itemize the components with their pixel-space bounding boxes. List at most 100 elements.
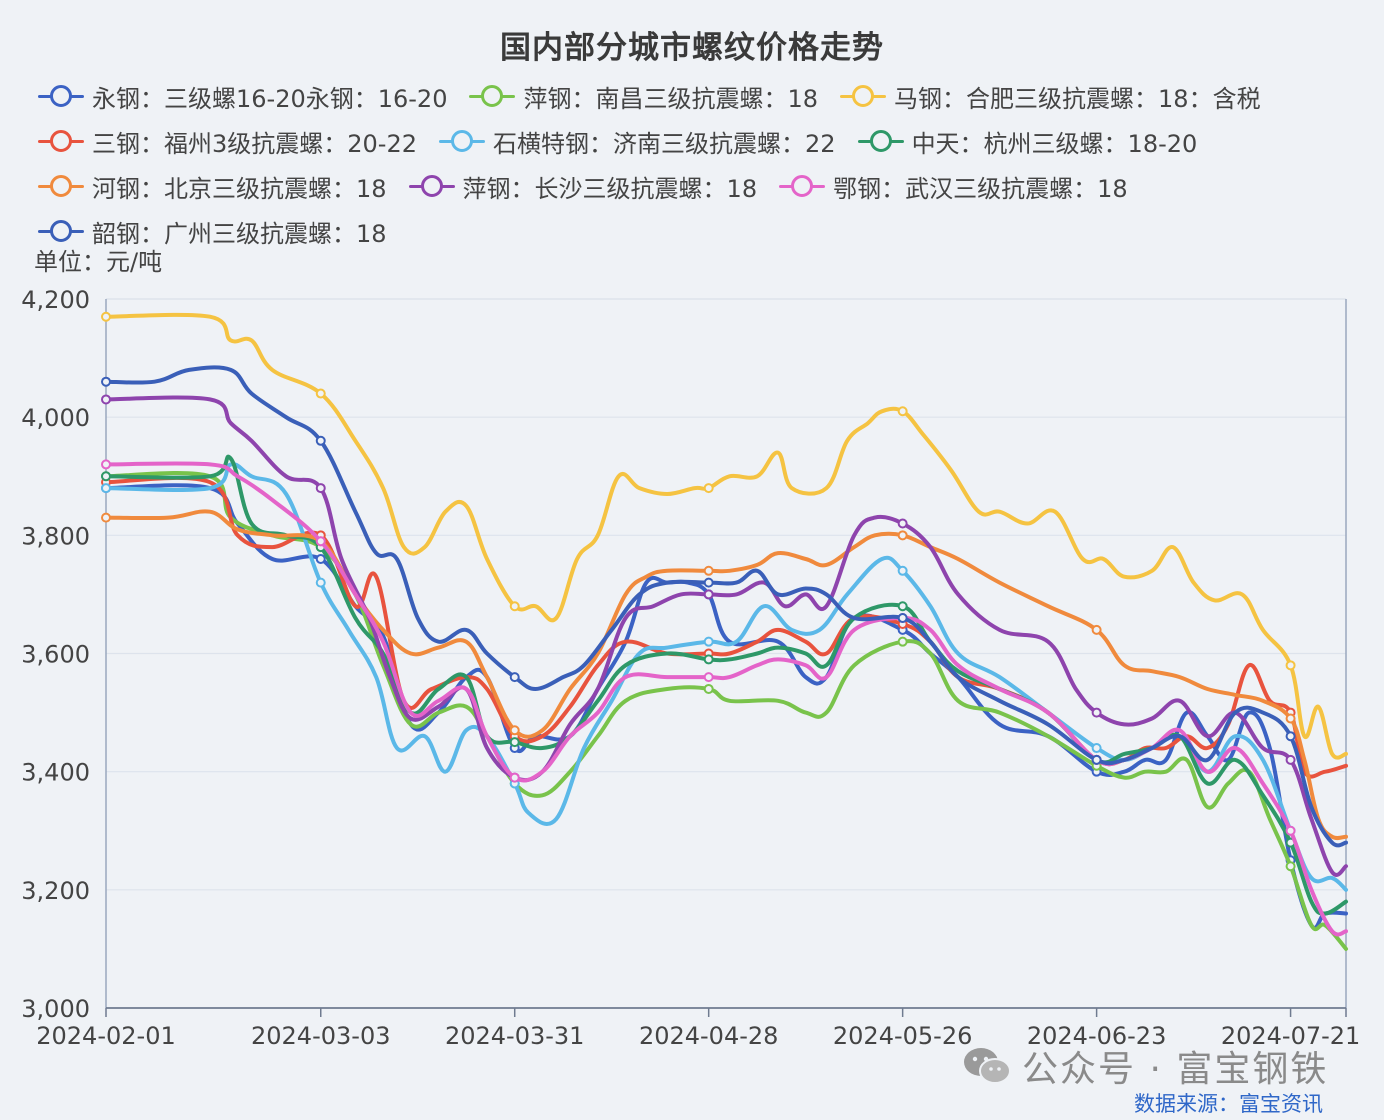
data-point[interactable] bbox=[897, 406, 908, 417]
legend-label: 萍钢：长沙三级抗震螺：18 bbox=[462, 174, 758, 203]
data-point[interactable] bbox=[1285, 754, 1296, 765]
data-point[interactable] bbox=[315, 388, 326, 399]
x-tick-label: 2024-02-01 bbox=[36, 1022, 175, 1050]
legend-swatch bbox=[38, 128, 84, 154]
data-point[interactable] bbox=[315, 536, 326, 547]
data-point[interactable] bbox=[315, 435, 326, 446]
legend-item[interactable]: 萍钢：长沙三级抗震螺：18 bbox=[408, 169, 758, 204]
data-point[interactable] bbox=[509, 601, 520, 612]
data-point[interactable] bbox=[703, 577, 714, 588]
data-point[interactable] bbox=[897, 613, 908, 624]
data-point[interactable] bbox=[703, 683, 714, 694]
data-point[interactable] bbox=[101, 512, 111, 523]
legend-item[interactable]: 河钢：北京三级抗震螺：18 bbox=[38, 169, 387, 204]
legend-item[interactable]: 韶钢：广州三级抗震螺：18 bbox=[38, 214, 387, 249]
legend-label: 韶钢：广州三级抗震螺：18 bbox=[92, 219, 387, 248]
legend-row: 永钢：三级螺16-20永钢：16-20 萍钢：南昌三级抗震螺：18 马钢：合肥三… bbox=[38, 76, 1283, 116]
legend-item[interactable]: 三钢：福州3级抗震螺：20-22 bbox=[38, 124, 417, 159]
data-point[interactable] bbox=[1091, 707, 1102, 718]
data-point[interactable] bbox=[703, 565, 714, 576]
legend-swatch bbox=[38, 173, 84, 199]
y-tick-label: 4,000 bbox=[21, 404, 90, 432]
source-note: 数据来源：富宝资讯 bbox=[1134, 1092, 1323, 1116]
legend-label: 鄂钢：武汉三级抗震螺：18 bbox=[833, 174, 1128, 203]
legend-item[interactable]: 马钢：合肥三级抗震螺：18：含税 bbox=[840, 79, 1261, 114]
watermark-text: 公众号 · 富宝钢铁 bbox=[1022, 1049, 1329, 1090]
y-axis: 3,000 3,200 3,400 3,600 3,800 4,000 4,200 bbox=[21, 286, 1347, 1023]
data-point[interactable] bbox=[1285, 825, 1296, 836]
y-tick-label: 3,400 bbox=[21, 759, 90, 787]
data-point[interactable] bbox=[509, 725, 520, 736]
data-point[interactable] bbox=[101, 376, 111, 387]
data-point[interactable] bbox=[897, 518, 908, 529]
data-point[interactable] bbox=[1285, 713, 1296, 724]
legend-swatch bbox=[469, 83, 516, 109]
x-tick-label: 2024-05-26 bbox=[833, 1022, 972, 1050]
data-point[interactable] bbox=[509, 772, 520, 783]
data-point[interactable] bbox=[101, 471, 111, 482]
legend-swatch bbox=[38, 83, 84, 109]
data-point[interactable] bbox=[101, 311, 111, 322]
data-point[interactable] bbox=[897, 530, 908, 541]
data-point[interactable] bbox=[315, 553, 326, 564]
data-point[interactable] bbox=[315, 483, 326, 494]
legend-item[interactable]: 鄂钢：武汉三级抗震螺：18 bbox=[779, 169, 1128, 204]
legend-label: 中天：杭州三级螺：18-20 bbox=[911, 129, 1198, 158]
legend-row: 韶钢：广州三级抗震螺：18 bbox=[38, 211, 409, 251]
data-point[interactable] bbox=[897, 565, 908, 576]
wechat-icon bbox=[964, 1048, 1011, 1084]
x-tick-label: 2024-03-03 bbox=[251, 1022, 390, 1050]
data-point[interactable] bbox=[101, 459, 111, 470]
legend-label: 三钢：福州3级抗震螺：20-22 bbox=[92, 129, 418, 158]
legend-label: 萍钢：南昌三级抗震螺：18 bbox=[523, 84, 819, 113]
series-line[interactable] bbox=[104, 509, 1348, 841]
data-point[interactable] bbox=[1091, 743, 1102, 754]
legend-item[interactable]: 萍钢：南昌三级抗震螺：18 bbox=[469, 79, 818, 114]
legend-row: 三钢：福州3级抗震螺：20-22 石横特钢：济南三级抗震螺：22 中天：杭州三级… bbox=[38, 121, 1219, 161]
legend-label: 永钢：三级螺16-20永钢：16-20 bbox=[92, 84, 448, 113]
series-line[interactable] bbox=[104, 312, 1348, 760]
legend-label: 河钢：北京三级抗震螺：18 bbox=[92, 174, 387, 203]
series-line[interactable] bbox=[104, 483, 1348, 930]
data-point[interactable] bbox=[1091, 754, 1102, 765]
data-point[interactable] bbox=[703, 672, 714, 683]
data-point[interactable] bbox=[703, 589, 714, 600]
data-point[interactable] bbox=[1091, 624, 1102, 635]
legend-item[interactable]: 永钢：三级螺16-20永钢：16-20 bbox=[38, 79, 447, 114]
data-point[interactable] bbox=[1285, 660, 1296, 671]
y-tick-label: 3,200 bbox=[21, 877, 90, 905]
legend-swatch bbox=[408, 173, 455, 199]
legend-swatch bbox=[857, 128, 904, 154]
x-axis: 2024-02-01 2024-03-03 2024-03-31 2024-04-28… bbox=[36, 1007, 1360, 1050]
legend-label: 石横特钢：济南三级抗震螺：22 bbox=[493, 129, 836, 158]
data-point[interactable] bbox=[703, 483, 714, 494]
data-point[interactable] bbox=[703, 654, 714, 665]
legend-swatch bbox=[439, 128, 486, 154]
data-point[interactable] bbox=[897, 636, 908, 647]
data-point[interactable] bbox=[1285, 731, 1296, 742]
legend-swatch bbox=[840, 83, 887, 109]
chart-title: 国内部分城市螺纹价格走势 bbox=[500, 30, 884, 66]
x-tick-label: 2024-07-21 bbox=[1221, 1022, 1360, 1050]
series-line[interactable] bbox=[104, 454, 1348, 916]
data-point[interactable] bbox=[509, 737, 520, 748]
legend-swatch bbox=[779, 173, 826, 199]
legend-row: 河钢：北京三级抗震螺：18 萍钢：长沙三级抗震螺：18 鄂钢：武汉三级抗震螺：1… bbox=[38, 166, 1150, 206]
legend-item[interactable]: 石横特钢：济南三级抗震螺：22 bbox=[439, 124, 836, 159]
x-tick-label: 2024-03-31 bbox=[445, 1022, 584, 1050]
x-tick-label: 2024-06-23 bbox=[1027, 1022, 1166, 1050]
y-tick-label: 3,600 bbox=[21, 641, 90, 669]
data-point[interactable] bbox=[315, 577, 326, 588]
legend-label: 马钢：合肥三级抗震螺：18：含税 bbox=[894, 84, 1261, 113]
series-lines bbox=[101, 311, 1348, 951]
data-point[interactable] bbox=[101, 394, 111, 405]
data-point[interactable] bbox=[703, 636, 714, 647]
series-line[interactable] bbox=[104, 365, 1348, 848]
series-line[interactable] bbox=[104, 475, 1348, 779]
data-point[interactable] bbox=[897, 601, 908, 612]
legend-item[interactable]: 中天：杭州三级螺：18-20 bbox=[857, 124, 1198, 159]
y-tick-label: 3,000 bbox=[21, 995, 90, 1023]
data-point[interactable] bbox=[509, 672, 520, 683]
data-point[interactable] bbox=[1285, 861, 1296, 872]
data-point[interactable] bbox=[101, 483, 111, 494]
